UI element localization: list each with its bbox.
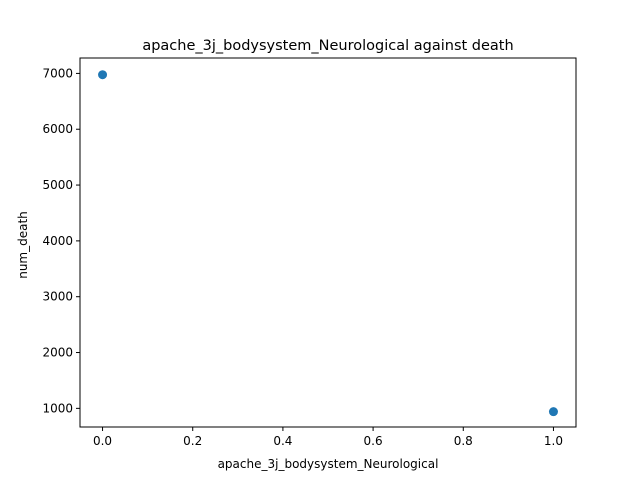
x-tick-label: 0.2 bbox=[183, 434, 202, 448]
x-axis-label: apache_3j_bodysystem_Neurological bbox=[218, 457, 439, 471]
y-tick-label: 2000 bbox=[42, 346, 73, 360]
y-tick-label: 3000 bbox=[42, 290, 73, 304]
y-tick-label: 7000 bbox=[42, 66, 73, 80]
y-tick-label: 6000 bbox=[42, 122, 73, 136]
data-points bbox=[98, 70, 558, 417]
x-axis-ticks: 0.0 0.2 0.4 0.6 0.8 1.0 bbox=[93, 427, 563, 448]
x-tick-label: 0.4 bbox=[273, 434, 292, 448]
x-tick-label: 1.0 bbox=[544, 434, 563, 448]
y-axis-ticks: 1000 2000 3000 4000 5000 6000 7000 bbox=[42, 66, 80, 415]
y-tick-label: 1000 bbox=[42, 401, 73, 415]
y-tick-label: 5000 bbox=[42, 178, 73, 192]
x-tick-label: 0.8 bbox=[454, 434, 473, 448]
plot-area-frame bbox=[79, 57, 577, 428]
chart-title: apache_3j_bodysystem_Neurological agains… bbox=[142, 38, 513, 54]
x-tick-label: 0.6 bbox=[364, 434, 383, 448]
scatter-point bbox=[98, 70, 108, 80]
y-tick-label: 4000 bbox=[42, 234, 73, 248]
x-tick-label: 0.0 bbox=[93, 434, 112, 448]
y-axis-label: num_death bbox=[16, 211, 30, 279]
scatter-point bbox=[548, 407, 558, 417]
